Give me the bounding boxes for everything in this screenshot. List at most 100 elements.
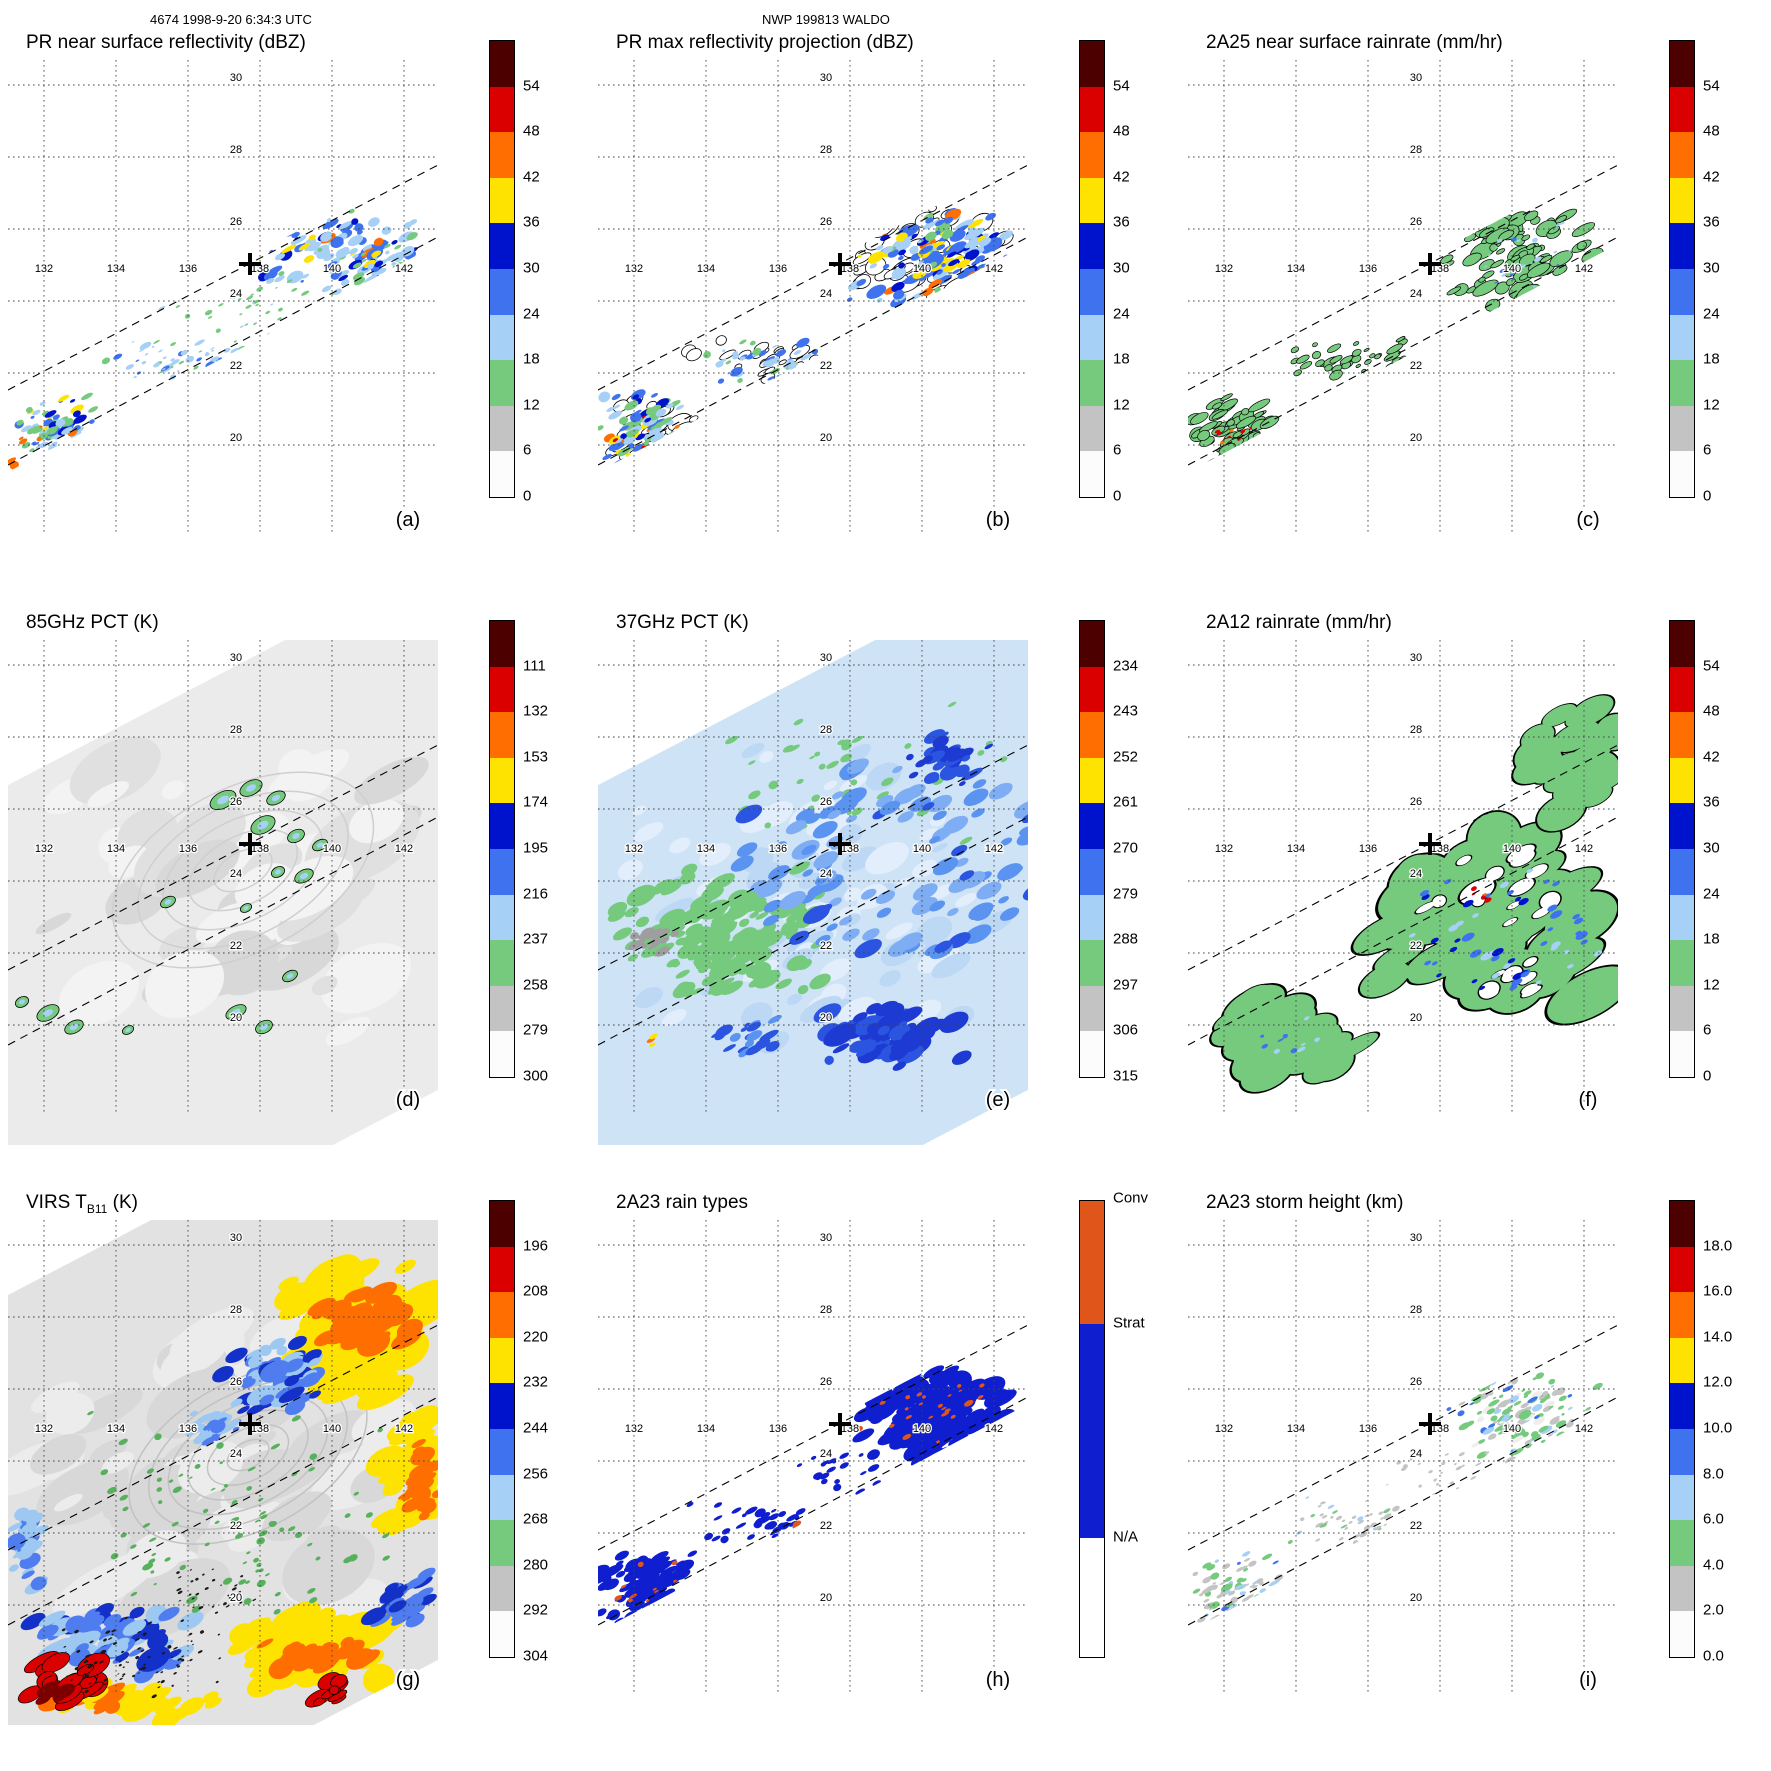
panel-a-title: PR near surface reflectivity (dBZ) <box>26 32 306 54</box>
colorbar-tick: 30 <box>1703 839 1720 857</box>
colorbar-tick: 12 <box>1113 396 1130 414</box>
lat-label: 26 <box>1410 216 1422 228</box>
panel-g-title: VIRS TB11 (K) <box>26 1192 138 1216</box>
lon-label: 132 <box>35 1423 53 1435</box>
lon-label: 136 <box>179 263 197 275</box>
panel-b-title: PR max reflectivity projection (dBZ) <box>616 32 914 54</box>
colorbar-segment <box>1080 268 1104 315</box>
colorbar-tick: 111 <box>523 657 546 675</box>
panel-h-title: 2A23 rain types <box>616 1192 748 1214</box>
colorbar-segment <box>1670 223 1694 269</box>
colorbar-tick: 195 <box>523 839 549 857</box>
storm-center-marker <box>1419 1413 1441 1435</box>
panel-title-text: 2A25 near surface rainrate (mm/hr) <box>1206 32 1503 53</box>
data-field <box>598 200 1025 472</box>
data-field <box>1188 195 1611 472</box>
colorbar-tick: 54 <box>1703 657 1720 675</box>
lon-label: 142 <box>1575 1423 1593 1435</box>
swath-edge-line <box>1188 1324 1618 1551</box>
lat-label: 22 <box>230 360 242 372</box>
grid <box>8 640 438 1115</box>
lat-label: 30 <box>820 72 832 84</box>
colorbar-tick: 48 <box>1703 122 1720 140</box>
colorbar-segment <box>1670 985 1694 1032</box>
lat-label: 28 <box>230 1304 242 1316</box>
colorbar-segment <box>490 177 514 224</box>
colorbar-segment <box>1080 848 1104 895</box>
grid <box>8 60 438 535</box>
colorbar-segment <box>1670 132 1694 178</box>
colorbar-tick: 6 <box>523 441 532 459</box>
colorbar-segment <box>490 666 514 713</box>
colorbar-c <box>1669 40 1695 498</box>
colorbar-tick: 174 <box>523 793 549 811</box>
lat-label: 30 <box>1410 652 1422 664</box>
grid <box>1188 1220 1618 1695</box>
lon-label: 142 <box>985 843 1003 855</box>
lon-label: 142 <box>985 263 1003 275</box>
colorbar-segment <box>1670 1565 1694 1612</box>
colorbar-tick: 18 <box>1703 930 1720 948</box>
colorbar-tick: 12 <box>523 396 540 414</box>
colorbar-segment <box>1670 848 1694 895</box>
panel-title-text: (K) <box>107 1192 138 1213</box>
lat-label: 20 <box>1410 1592 1422 1604</box>
colorbar-tick: 12.0 <box>1703 1373 1733 1391</box>
panel-h: 2A23 rain types 132 134 136 138 140 142 30 28 26 2… <box>590 1190 1180 1770</box>
colorbar-tick: 0 <box>1703 487 1712 505</box>
colorbar-a <box>489 40 515 498</box>
colorbar-segment <box>490 985 514 1032</box>
lon-label: 136 <box>1359 843 1377 855</box>
panel-b: PR max reflectivity projection (dBZ) 132 1… <box>590 30 1180 610</box>
swath-edge-line <box>1188 236 1618 466</box>
lon-label: 142 <box>395 1423 413 1435</box>
panel-title-subscript: B11 <box>86 1201 108 1216</box>
lat-label: 28 <box>230 144 242 156</box>
colorbar-tick: 18 <box>1703 350 1720 368</box>
colorbar-tick: 2.0 <box>1703 1601 1724 1619</box>
colorbar-segment <box>1670 1611 1694 1657</box>
swath-edge-line <box>1188 164 1618 391</box>
colorbar-segment <box>1670 940 1694 986</box>
colorbar-tick: 232 <box>523 1373 549 1391</box>
colorbar-segment <box>1670 712 1694 758</box>
colorbar-segment <box>1080 985 1104 1032</box>
colorbar-segment <box>490 803 514 849</box>
storm-center-marker <box>239 253 261 275</box>
storm-center-marker <box>239 833 261 855</box>
lat-label: 26 <box>820 1376 832 1388</box>
lat-label: 26 <box>1410 796 1422 808</box>
colorbar-tick: 10.0 <box>1703 1419 1733 1437</box>
swath-edge-line <box>1188 1396 1618 1626</box>
colorbar-segment <box>490 940 514 986</box>
colorbar-segment <box>1670 177 1694 224</box>
lat-label: 20 <box>230 432 242 444</box>
colorbar-segment <box>1670 621 1694 667</box>
data-field <box>8 1220 438 1725</box>
colorbar-tick: 297 <box>1113 976 1139 994</box>
colorbar-tick: 42 <box>523 168 540 186</box>
colorbar-segment <box>1670 1246 1694 1293</box>
lon-label: 140 <box>1503 843 1521 855</box>
colorbar-tick: 30 <box>1703 259 1720 277</box>
lat-label: 20 <box>1410 432 1422 444</box>
storm-name-header: NWP 199813 WALDO <box>762 12 890 27</box>
colorbar-segment <box>490 1337 514 1384</box>
colorbar-segment <box>490 1565 514 1612</box>
lon-label: 132 <box>1215 843 1233 855</box>
lon-label: 136 <box>179 1423 197 1435</box>
lat-label: 24 <box>230 1448 242 1460</box>
lon-label: 134 <box>697 263 715 275</box>
lat-label: 28 <box>820 144 832 156</box>
panel-title-text: 2A12 rainrate (mm/hr) <box>1206 612 1392 633</box>
lon-label: 142 <box>1575 843 1593 855</box>
colorbar-segment <box>1080 940 1104 986</box>
colorbar-tick: 14.0 <box>1703 1328 1733 1346</box>
lon-label: 136 <box>1359 1423 1377 1435</box>
colorbar-tick: 220 <box>523 1328 549 1346</box>
lon-label: 134 <box>107 843 125 855</box>
data-field <box>8 640 438 1145</box>
colorbar-tick: 208 <box>523 1282 549 1300</box>
